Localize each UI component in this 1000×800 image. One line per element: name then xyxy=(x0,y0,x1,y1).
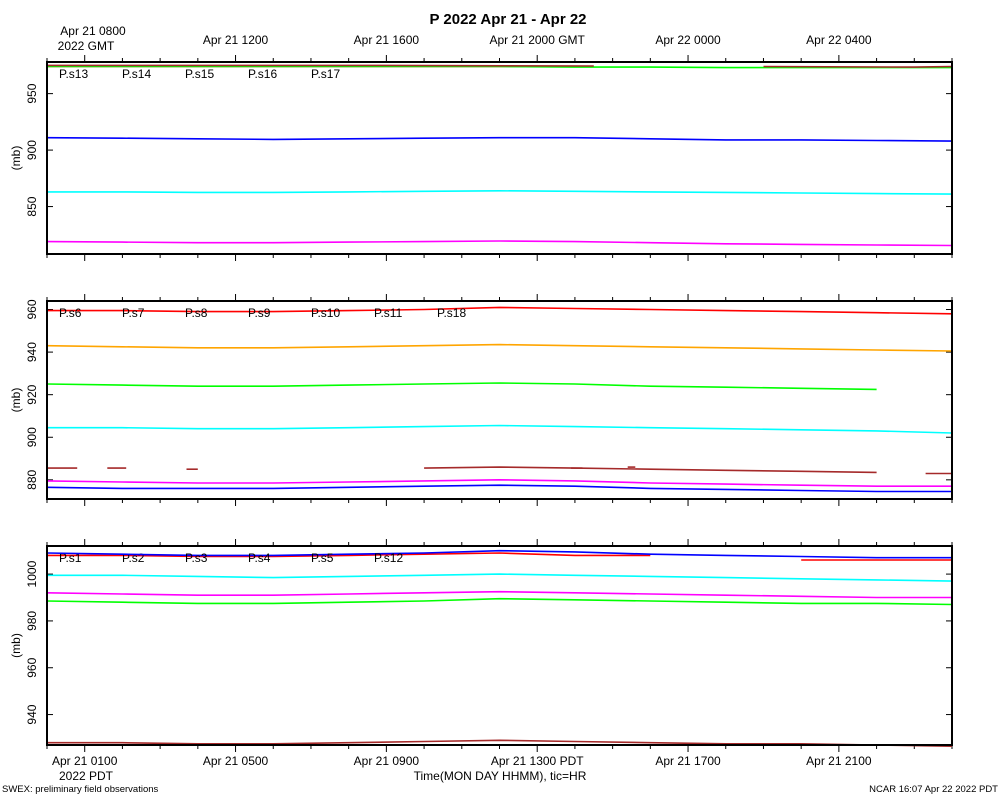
y-tick-label: 950 xyxy=(25,83,39,103)
panel-3: 940 960 980 1000 (mb) P.s1 P.s2 P.s3 P.s4 P.s5 P.s… xyxy=(9,539,953,752)
series-line-P.s1 xyxy=(47,552,651,558)
y-tick-label: 900 xyxy=(25,140,39,160)
legend-entry-P.s8: P.s8 xyxy=(185,306,208,320)
y-tick-label: 880 xyxy=(25,470,39,490)
y-axis-label: (mb) xyxy=(9,388,23,413)
legend-entry-P.s6: P.s6 xyxy=(59,306,82,320)
legend-entry-P.s3: P.s3 xyxy=(185,551,208,565)
gmt-first-label-line2: 2022 GMT xyxy=(58,39,115,53)
legend-entry-P.s17: P.s17 xyxy=(311,67,340,81)
series-fragment xyxy=(763,65,953,68)
y-tick-label: 920 xyxy=(25,384,39,404)
series-line-P.s5 xyxy=(46,590,952,599)
legend-entry-P.s18: P.s18 xyxy=(437,306,466,320)
legend-entry-P.s5: P.s5 xyxy=(311,551,334,565)
y-tick-label: 850 xyxy=(25,196,39,216)
y-tick-label: 960 xyxy=(25,299,39,319)
local-axis-sublabel: 2022 PDT xyxy=(59,769,114,783)
series-line-P.s18 xyxy=(46,343,953,352)
series-line-P.s6 xyxy=(47,306,953,315)
local-axis-label: Apr 21 2100 xyxy=(806,754,872,768)
legend-entry-P.s7: P.s7 xyxy=(122,306,145,320)
series-line-P.s4 xyxy=(47,573,953,582)
legend-entry-P.s11: P.s11 xyxy=(374,306,403,320)
legend-entry-P.s10: P.s10 xyxy=(311,306,340,320)
series-line-P.s16 xyxy=(47,189,953,195)
series-line-P.s3 xyxy=(46,549,952,559)
local-axis-label: Apr 21 0500 xyxy=(203,754,269,768)
local-axis-label: Apr 21 1700 xyxy=(655,754,721,768)
gmt-first-label-line1: Apr 21 0800 xyxy=(60,24,126,38)
gmt-axis-label: Apr 22 0000 xyxy=(655,33,721,47)
panel-frame xyxy=(46,300,953,500)
series-line-P.s2 xyxy=(46,597,953,606)
panel-1: 850 900 950 (mb) P.s13 P.s14 P.s15 P.s16 P.s17 xyxy=(9,55,953,261)
legend-entry-P.s15: P.s15 xyxy=(185,67,214,81)
series-line-P.s12 xyxy=(47,739,953,747)
y-tick-label: 960 xyxy=(25,657,39,677)
y-tick-label: 980 xyxy=(25,611,39,631)
legend-entry-P.s16: P.s16 xyxy=(248,67,277,81)
y-tick-label: 900 xyxy=(25,427,39,447)
series-line-P.s9 xyxy=(47,424,953,434)
gmt-axis-label: Apr 22 0400 xyxy=(806,33,872,47)
legend-entry-P.s1: P.s1 xyxy=(59,551,82,565)
series-line-P.s8 xyxy=(46,484,952,493)
gmt-axis-label: Apr 21 1600 xyxy=(354,33,420,47)
y-tick-label: 1000 xyxy=(25,560,39,587)
y-axis-label: (mb) xyxy=(9,146,23,171)
series-line-P.s15 xyxy=(46,136,953,142)
local-axis-label: Apr 21 0900 xyxy=(354,754,420,768)
legend-entry-P.s13: P.s13 xyxy=(59,67,88,81)
panel-frame xyxy=(46,61,953,255)
panel-frame xyxy=(46,545,953,746)
series-fragment xyxy=(47,64,594,67)
legend-entry-P.s4: P.s4 xyxy=(248,551,271,565)
panel-2: 880 900 920 940 960 (mb) P.s6 P.s7 P.s8 P.s9 P.s10… xyxy=(9,294,953,506)
local-axis-label: Apr 21 1300 PDT xyxy=(491,754,584,768)
legend-entry-P.s9: P.s9 xyxy=(248,306,271,320)
y-tick-label: 940 xyxy=(25,342,39,362)
gmt-axis-label: Apr 21 1200 xyxy=(203,33,269,47)
x-axis-label: Time(MON DAY HHMM), tic=HR xyxy=(414,769,587,783)
y-tick-label: 940 xyxy=(25,704,39,724)
footer-right-note: NCAR 16:07 Apr 22 2022 PDT xyxy=(869,784,998,795)
gmt-axis-label: Apr 21 2000 GMT xyxy=(490,33,586,47)
chart-title: P 2022 Apr 21 - Apr 22 xyxy=(429,11,586,28)
legend-entry-P.s12: P.s12 xyxy=(374,551,403,565)
series-line-P.s10 xyxy=(46,478,952,487)
local-axis-label: Apr 21 0100 xyxy=(52,754,118,768)
y-axis-label: (mb) xyxy=(9,633,23,658)
footer-left-note: SWEX: preliminary field observations xyxy=(2,784,159,795)
chart-panels: 850 900 950 (mb) P.s13 P.s14 P.s15 P.s16 P.s17 88… xyxy=(9,33,953,768)
legend-entry-P.s2: P.s2 xyxy=(122,551,145,565)
legend-entry-P.s14: P.s14 xyxy=(122,67,151,81)
series-line-P.s17 xyxy=(46,240,953,247)
series-line-P.s11 xyxy=(424,466,877,474)
series-line-P.s7 xyxy=(46,382,877,391)
